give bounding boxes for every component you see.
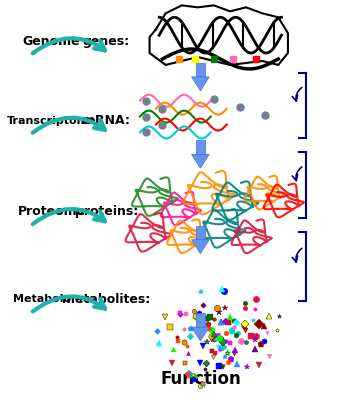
Text: genes:: genes: — [83, 35, 130, 48]
Polygon shape — [196, 140, 205, 154]
Polygon shape — [192, 327, 209, 341]
Polygon shape — [196, 63, 205, 77]
Polygon shape — [192, 154, 209, 168]
Polygon shape — [196, 226, 205, 240]
Text: Metabolome: Metabolome — [13, 294, 90, 304]
Text: Genome: Genome — [23, 35, 80, 48]
Polygon shape — [192, 240, 209, 254]
Polygon shape — [150, 5, 288, 65]
Polygon shape — [192, 77, 209, 91]
Text: Transcriptome: Transcriptome — [7, 116, 96, 126]
Text: Proteome: Proteome — [18, 206, 86, 218]
Text: Function: Function — [160, 370, 241, 388]
Text: mRNA:: mRNA: — [82, 114, 130, 127]
Text: proteins:: proteins: — [75, 206, 138, 218]
Polygon shape — [196, 313, 205, 327]
Text: metabolites:: metabolites: — [62, 293, 150, 306]
